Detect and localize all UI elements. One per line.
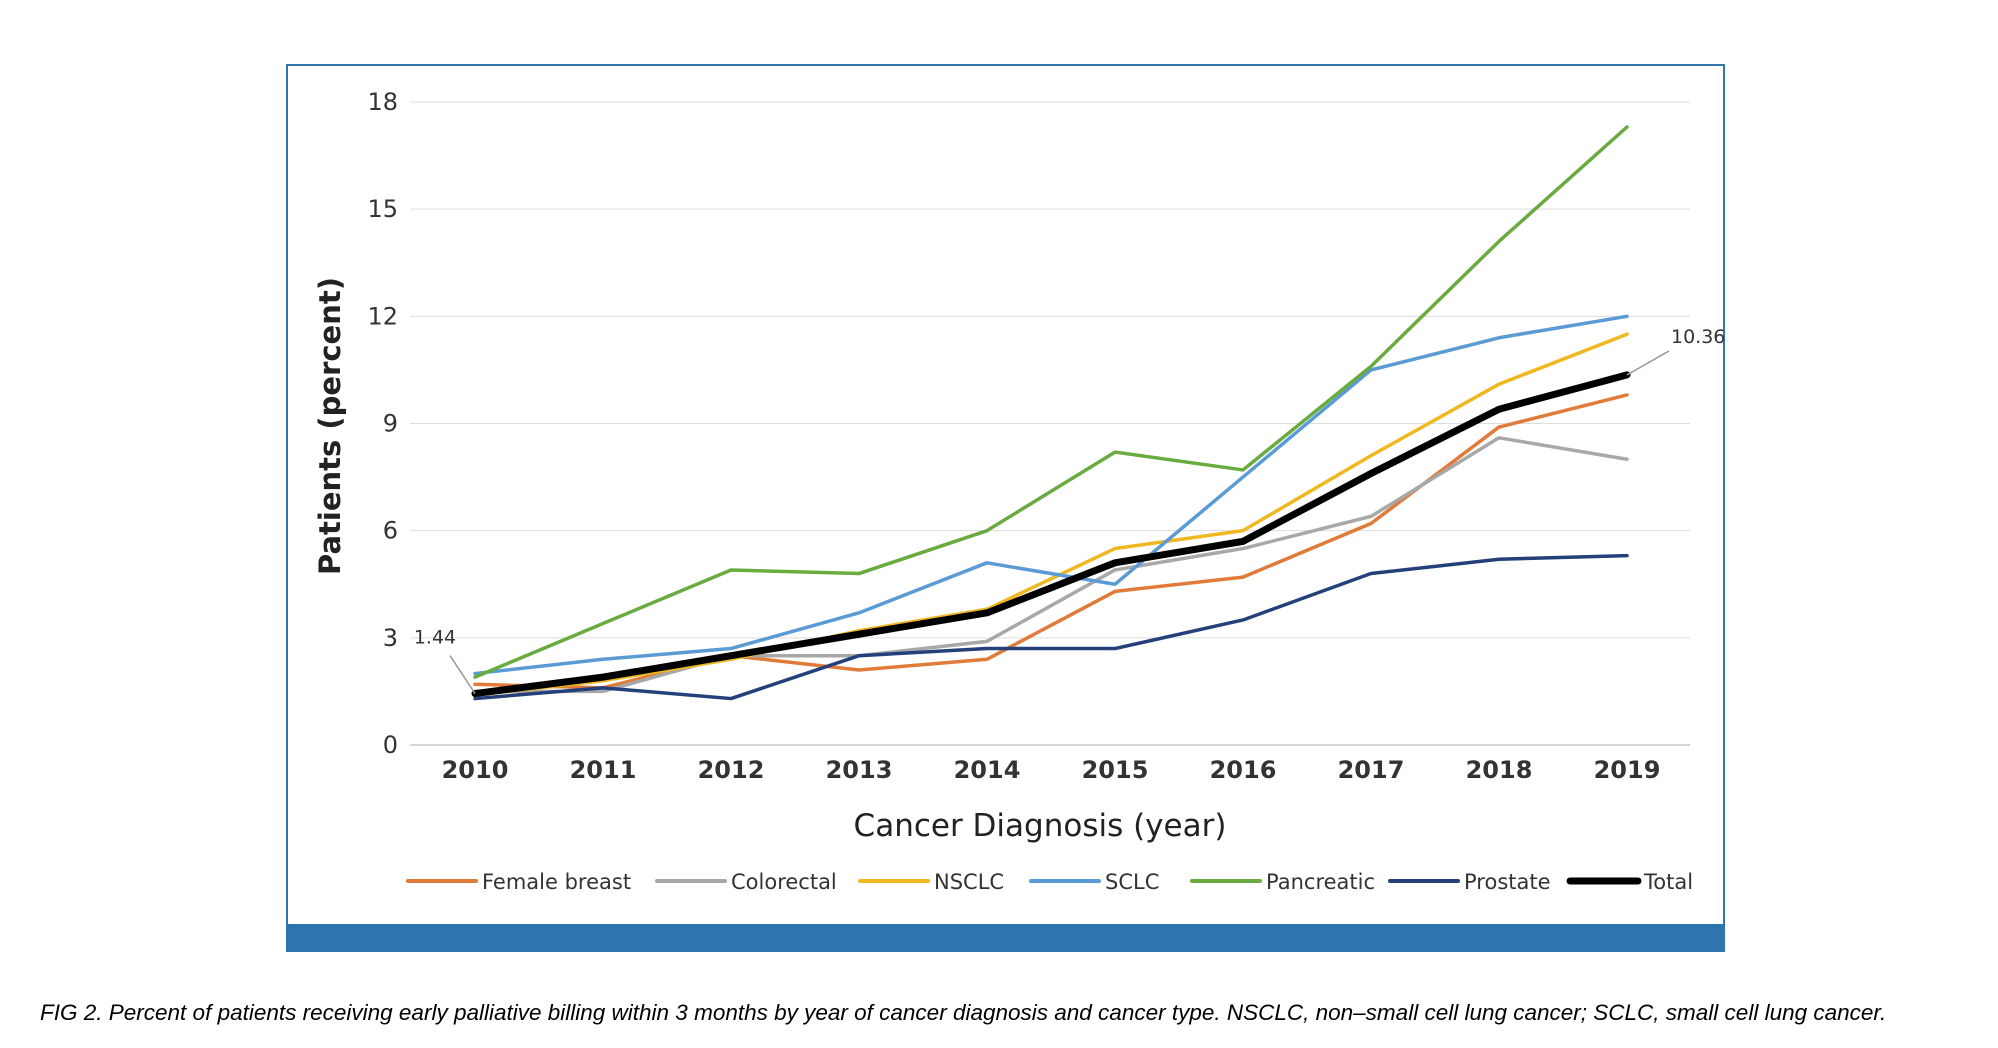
x-tick-label: 2016 [1210,756,1277,784]
series-line-sclc [473,314,1629,676]
callouts: 1.44 10.36 [414,326,1725,694]
y-tick-label: 0 [383,731,398,759]
y-tick-label: 9 [383,410,398,438]
legend: Female breast Colorectal NSCLC SCLC Pancreat… [406,870,1693,894]
figure-footer-bar [286,924,1725,952]
y-tick-label: 18 [367,88,398,116]
callout-leader [1626,350,1670,376]
x-tick-label: 2018 [1466,756,1533,784]
series-line-pancreatic [473,125,1629,679]
callout-label: 1.44 [414,627,456,649]
legend-label-colorectal: Colorectal [731,870,837,894]
x-tick-label: 2015 [1082,756,1149,784]
x-tick-label: 2017 [1338,756,1405,784]
legend-label-female-breast: Female breast [482,870,631,894]
y-tick-label: 12 [367,302,398,330]
series-line-female-breast [473,393,1629,690]
x-tick-label: 2014 [954,756,1021,784]
x-axis-title: Cancer Diagnosis (year) [854,808,1227,844]
legend-label-prostate: Prostate [1464,870,1551,894]
legend-label-pancreatic: Pancreatic [1266,870,1375,894]
series-lines [471,125,1631,701]
y-axis-ticks: 0 3 6 9 12 15 18 [367,88,398,759]
gridlines [410,101,1690,746]
y-axis-title: Patients (percent) [313,277,347,575]
series-line-colorectal [473,436,1629,694]
y-tick-label: 3 [383,624,398,652]
x-tick-label: 2012 [698,756,765,784]
x-tick-label: 2019 [1594,756,1661,784]
x-tick-label: 2011 [570,756,637,784]
x-tick-label: 2013 [826,756,893,784]
figure-caption: FIG 2. Percent of patients receiving ear… [40,1000,1887,1025]
series-line-nsclc [473,332,1629,697]
y-tick-label: 15 [367,195,398,223]
y-tick-label: 6 [383,517,398,545]
figure-panel [286,64,1725,951]
x-axis-ticks: 2010 2011 2012 2013 2014 2015 2016 2017 2018 2019 [442,756,1661,784]
legend-label-nsclc: NSCLC [934,870,1004,894]
callout-label: 10.36 [1671,326,1725,348]
series-line-prostate [473,553,1629,701]
callout-leader [449,655,476,694]
legend-label-sclc: SCLC [1105,870,1159,894]
series-line-total [471,371,1631,698]
x-tick-label: 2010 [442,756,509,784]
legend-label-total: Total [1643,870,1693,894]
